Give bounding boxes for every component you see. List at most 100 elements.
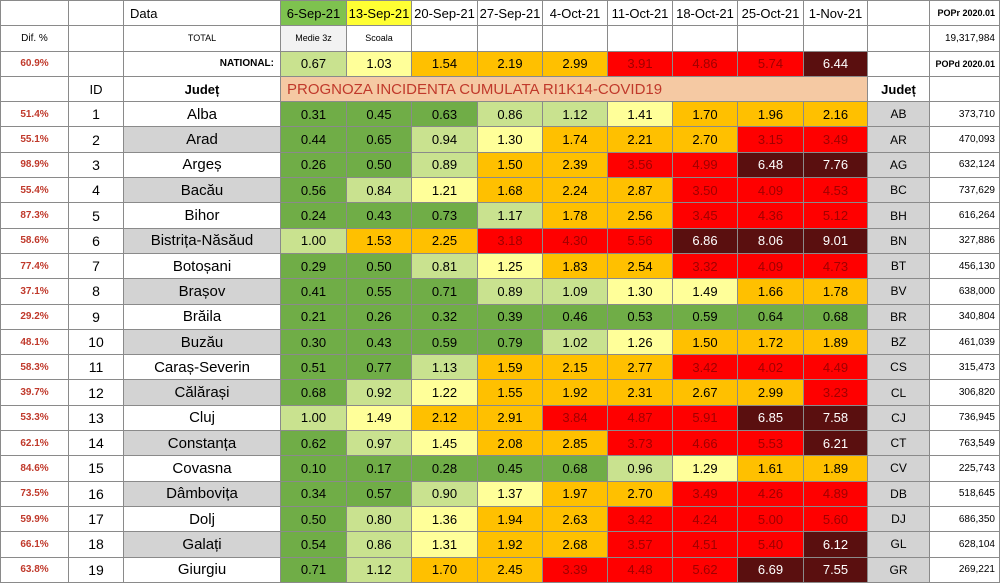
row-value: 1.09 xyxy=(542,278,608,305)
row-county: Buzău xyxy=(123,328,281,356)
row-value: 4.30 xyxy=(542,227,608,254)
date-27sep: 27-Sep-21 xyxy=(477,0,543,27)
row-value: 2.08 xyxy=(477,430,543,457)
empty-cell xyxy=(672,25,738,52)
row-value: 0.86 xyxy=(477,101,543,128)
national-value: 6.44 xyxy=(803,50,868,77)
row-dif: 48.1% xyxy=(0,328,69,356)
row-value: 3.15 xyxy=(737,126,804,153)
row-id: 13 xyxy=(68,404,124,432)
national-value: 0.67 xyxy=(280,50,347,77)
table-row: 58.3% 11 Caraș-Severin 0.51 0.77 1.13 1.59 2.15… xyxy=(0,354,1000,381)
row-value: 2.31 xyxy=(607,379,673,406)
row-value: 1.83 xyxy=(542,252,608,280)
popr-value: 19,317,984 xyxy=(929,25,1000,52)
row-county: Cluj xyxy=(123,404,281,432)
row-population: 470,093 xyxy=(929,126,1000,153)
row-value: 2.70 xyxy=(672,126,738,153)
table-row: 87.3% 5 Bihor 0.24 0.43 0.73 1.17 1.78 2.56 3.45 4… xyxy=(0,202,1000,229)
national-value: 5.74 xyxy=(737,50,804,77)
row-population: 632,124 xyxy=(929,151,1000,179)
row-value: 2.68 xyxy=(542,531,608,558)
row-value: 5.60 xyxy=(803,505,868,533)
row-value: 0.32 xyxy=(411,303,478,330)
row-value: 0.94 xyxy=(411,126,478,153)
row-id: 3 xyxy=(68,151,124,179)
row-value: 0.65 xyxy=(346,126,412,153)
table-row: 39.7% 12 Călărași 0.68 0.92 1.22 1.55 1.92 2.31 2… xyxy=(0,379,1000,406)
row-value: 4.26 xyxy=(737,480,804,507)
row-value: 4.09 xyxy=(737,252,804,280)
row-value: 0.24 xyxy=(280,202,347,229)
row-value: 0.84 xyxy=(346,177,412,204)
row-value: 1.89 xyxy=(803,455,868,482)
row-abbr: AR xyxy=(867,126,930,153)
row-county: Dâmbovița xyxy=(123,480,281,507)
row-population: 456,130 xyxy=(929,252,1000,280)
row-value: 1.30 xyxy=(607,278,673,305)
row-value: 0.59 xyxy=(672,303,738,330)
row-value: 7.55 xyxy=(803,556,868,583)
empty-cell xyxy=(607,25,673,52)
row-value: 0.26 xyxy=(346,303,412,330)
row-dif: 53.3% xyxy=(0,404,69,432)
row-value: 0.81 xyxy=(411,252,478,280)
row-value: 1.78 xyxy=(803,278,868,305)
row-dif: 58.3% xyxy=(0,354,69,381)
empty-cell xyxy=(477,25,543,52)
row-value: 1.36 xyxy=(411,505,478,533)
row-id: 4 xyxy=(68,177,124,204)
table-row: 77.4% 7 Botoșani 0.29 0.50 0.81 1.25 1.83 2.54 3.… xyxy=(0,252,1000,280)
row-abbr: BC xyxy=(867,177,930,204)
row-value: 3.39 xyxy=(542,556,608,583)
row-id: 16 xyxy=(68,480,124,507)
row-value: 0.28 xyxy=(411,455,478,482)
row-value: 1.55 xyxy=(477,379,543,406)
row-population: 628,104 xyxy=(929,531,1000,558)
row-county: Covasna xyxy=(123,455,281,482)
table-row: 66.1% 18 Galați 0.54 0.86 1.31 1.92 2.68 3.57 4.5… xyxy=(0,531,1000,558)
row-county: Giurgiu xyxy=(123,556,281,583)
id-header: ID xyxy=(68,75,124,103)
empty-cell xyxy=(929,75,1000,103)
row-value: 3.49 xyxy=(803,126,868,153)
row-value: 4.66 xyxy=(672,430,738,457)
row-population: 616,264 xyxy=(929,202,1000,229)
row-abbr: BH xyxy=(867,202,930,229)
table-row: 55.1% 2 Arad 0.44 0.65 0.94 1.30 1.74 2.21 2.70 3.… xyxy=(0,126,1000,153)
row-value: 2.16 xyxy=(803,101,868,128)
row-abbr: BZ xyxy=(867,328,930,356)
row-dif: 59.9% xyxy=(0,505,69,533)
table-row: 51.4% 1 Alba 0.31 0.45 0.63 0.86 1.12 1.41 1.70 1.… xyxy=(0,101,1000,128)
row-value: 0.26 xyxy=(280,151,347,179)
row-dif: 73.5% xyxy=(0,480,69,507)
national-value: 4.86 xyxy=(672,50,738,77)
row-value: 0.89 xyxy=(477,278,543,305)
table-row: 84.6% 15 Covasna 0.10 0.17 0.28 0.45 0.68 0.96 1.… xyxy=(0,455,1000,482)
empty-cell xyxy=(68,25,124,52)
row-value: 2.45 xyxy=(477,556,543,583)
sub-label-scoala: Scoala xyxy=(346,25,412,52)
empty-cell xyxy=(803,25,868,52)
popr-label: POPr 2020.01 xyxy=(929,0,1000,27)
row-value: 0.77 xyxy=(346,354,412,381)
row-id: 15 xyxy=(68,455,124,482)
row-value: 1.53 xyxy=(346,227,412,254)
row-value: 1.68 xyxy=(477,177,543,204)
row-value: 3.18 xyxy=(477,227,543,254)
row-value: 2.12 xyxy=(411,404,478,432)
row-abbr: CS xyxy=(867,354,930,381)
row-value: 1.92 xyxy=(477,531,543,558)
national-value: 1.54 xyxy=(411,50,478,77)
row-county: Dolj xyxy=(123,505,281,533)
row-county: Alba xyxy=(123,101,281,128)
row-id: 2 xyxy=(68,126,124,153)
row-value: 3.32 xyxy=(672,252,738,280)
row-value: 3.45 xyxy=(672,202,738,229)
row-value: 0.96 xyxy=(607,455,673,482)
row-county: Argeș xyxy=(123,151,281,179)
row-value: 2.85 xyxy=(542,430,608,457)
column-header-row: ID Județ PROGNOZA INCIDENTA CUMULATA RI1… xyxy=(0,75,1000,103)
row-value: 0.43 xyxy=(346,202,412,229)
row-value: 2.91 xyxy=(477,404,543,432)
